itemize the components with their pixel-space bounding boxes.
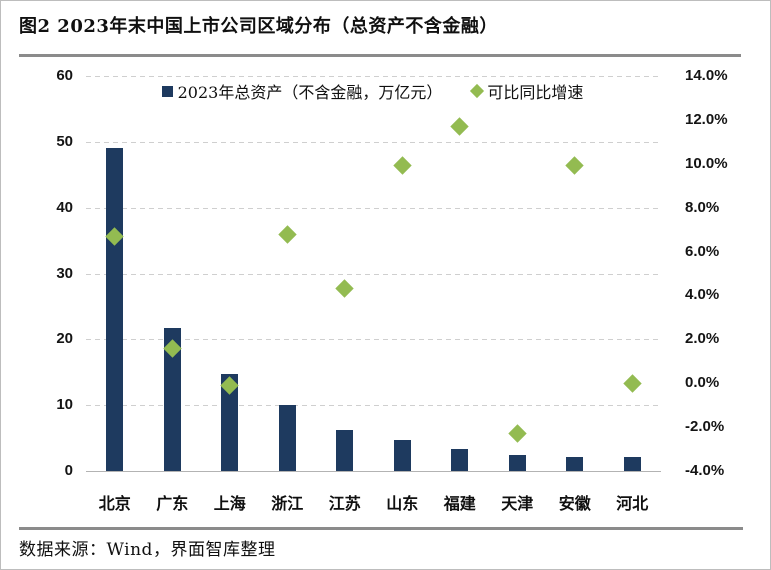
bar-series-swatch-icon xyxy=(161,85,173,97)
legend-scatter-series-label: 可比同比增速 xyxy=(487,83,584,102)
scatter-point xyxy=(565,156,584,176)
y-axis-left-tick-label: 10 xyxy=(56,396,73,414)
y-axis-left-tick-label: 50 xyxy=(56,132,73,150)
y-axis-left-tick-label: 0 xyxy=(64,462,73,479)
y-axis-left-tick-label: 40 xyxy=(56,198,73,216)
x-axis-line xyxy=(86,471,661,472)
x-axis-category-label: 福建 xyxy=(443,494,476,513)
x-axis-category-label: 上海 xyxy=(213,494,246,513)
x-axis-category-label: 江苏 xyxy=(328,494,361,513)
y-axis-right-tick-label: 6.0% xyxy=(685,242,720,260)
y-axis-right-tick-label: 4.0% xyxy=(685,286,720,304)
y-axis-left-tick-label: 30 xyxy=(56,264,73,282)
scatter-point xyxy=(450,117,469,136)
scatter-point xyxy=(335,279,354,299)
bar xyxy=(393,440,411,471)
bar xyxy=(508,455,526,471)
y-axis-right-tick-label: 8.0% xyxy=(685,198,720,216)
x-axis-category-label: 山东 xyxy=(386,494,419,513)
chart-title: 图2 2023年末中国上市公司区域分布（总资产不含金融） xyxy=(19,16,498,37)
bar xyxy=(336,430,354,471)
legend-bar-series-label: 2023年总资产（不含金融，万亿元） xyxy=(177,83,443,102)
y-axis-left-tick-label: 20 xyxy=(56,330,73,348)
bar xyxy=(623,457,641,471)
y-axis-right-tick-label: 0.0% xyxy=(685,374,720,392)
bar xyxy=(451,448,469,471)
bar xyxy=(106,148,124,471)
scatter-point xyxy=(278,224,297,244)
x-axis-category-label: 天津 xyxy=(501,494,534,513)
y-axis-right-tick-label: 10.0% xyxy=(685,154,728,172)
gridline xyxy=(86,207,661,209)
gridline xyxy=(86,405,661,407)
x-axis-category-label: 浙江 xyxy=(271,494,304,513)
legend-item-scatter-series: 可比同比增速 xyxy=(470,79,584,103)
x-axis-category-label: 河北 xyxy=(616,494,649,513)
bar xyxy=(221,374,239,471)
scatter-series-swatch-icon xyxy=(470,83,485,99)
legend: 2023年总资产（不含金融，万亿元） 可比同比增速 xyxy=(86,79,659,103)
x-axis-category-label: 广东 xyxy=(156,494,189,513)
bottom-divider xyxy=(19,527,743,530)
y-axis-right-tick-label: 2.0% xyxy=(685,330,720,348)
x-axis-category-label: 安徽 xyxy=(558,494,591,513)
scatter-point xyxy=(508,424,527,443)
y-axis-left-tick-label: 60 xyxy=(56,67,73,84)
source-note: 数据来源：Wind，界面智库整理 xyxy=(19,540,276,560)
y-axis-right-tick-label: -4.0% xyxy=(685,462,725,479)
scatter-point xyxy=(623,374,642,393)
x-axis-category-label: 北京 xyxy=(98,494,131,513)
bar xyxy=(163,328,181,471)
y-axis-right-tick-label: -2.0% xyxy=(685,418,725,436)
scatter-point xyxy=(393,156,412,176)
y-axis-right-tick-label: 14.0% xyxy=(685,67,728,84)
bar xyxy=(566,457,584,471)
legend-item-bar-series: 2023年总资产（不含金融，万亿元） xyxy=(161,79,443,103)
y-axis-right-tick-label: 12.0% xyxy=(685,110,728,128)
top-divider xyxy=(19,54,741,57)
gridline xyxy=(86,76,661,77)
gridline xyxy=(86,141,661,143)
bar xyxy=(278,405,296,471)
gridline xyxy=(86,339,661,341)
gridline xyxy=(86,273,661,275)
